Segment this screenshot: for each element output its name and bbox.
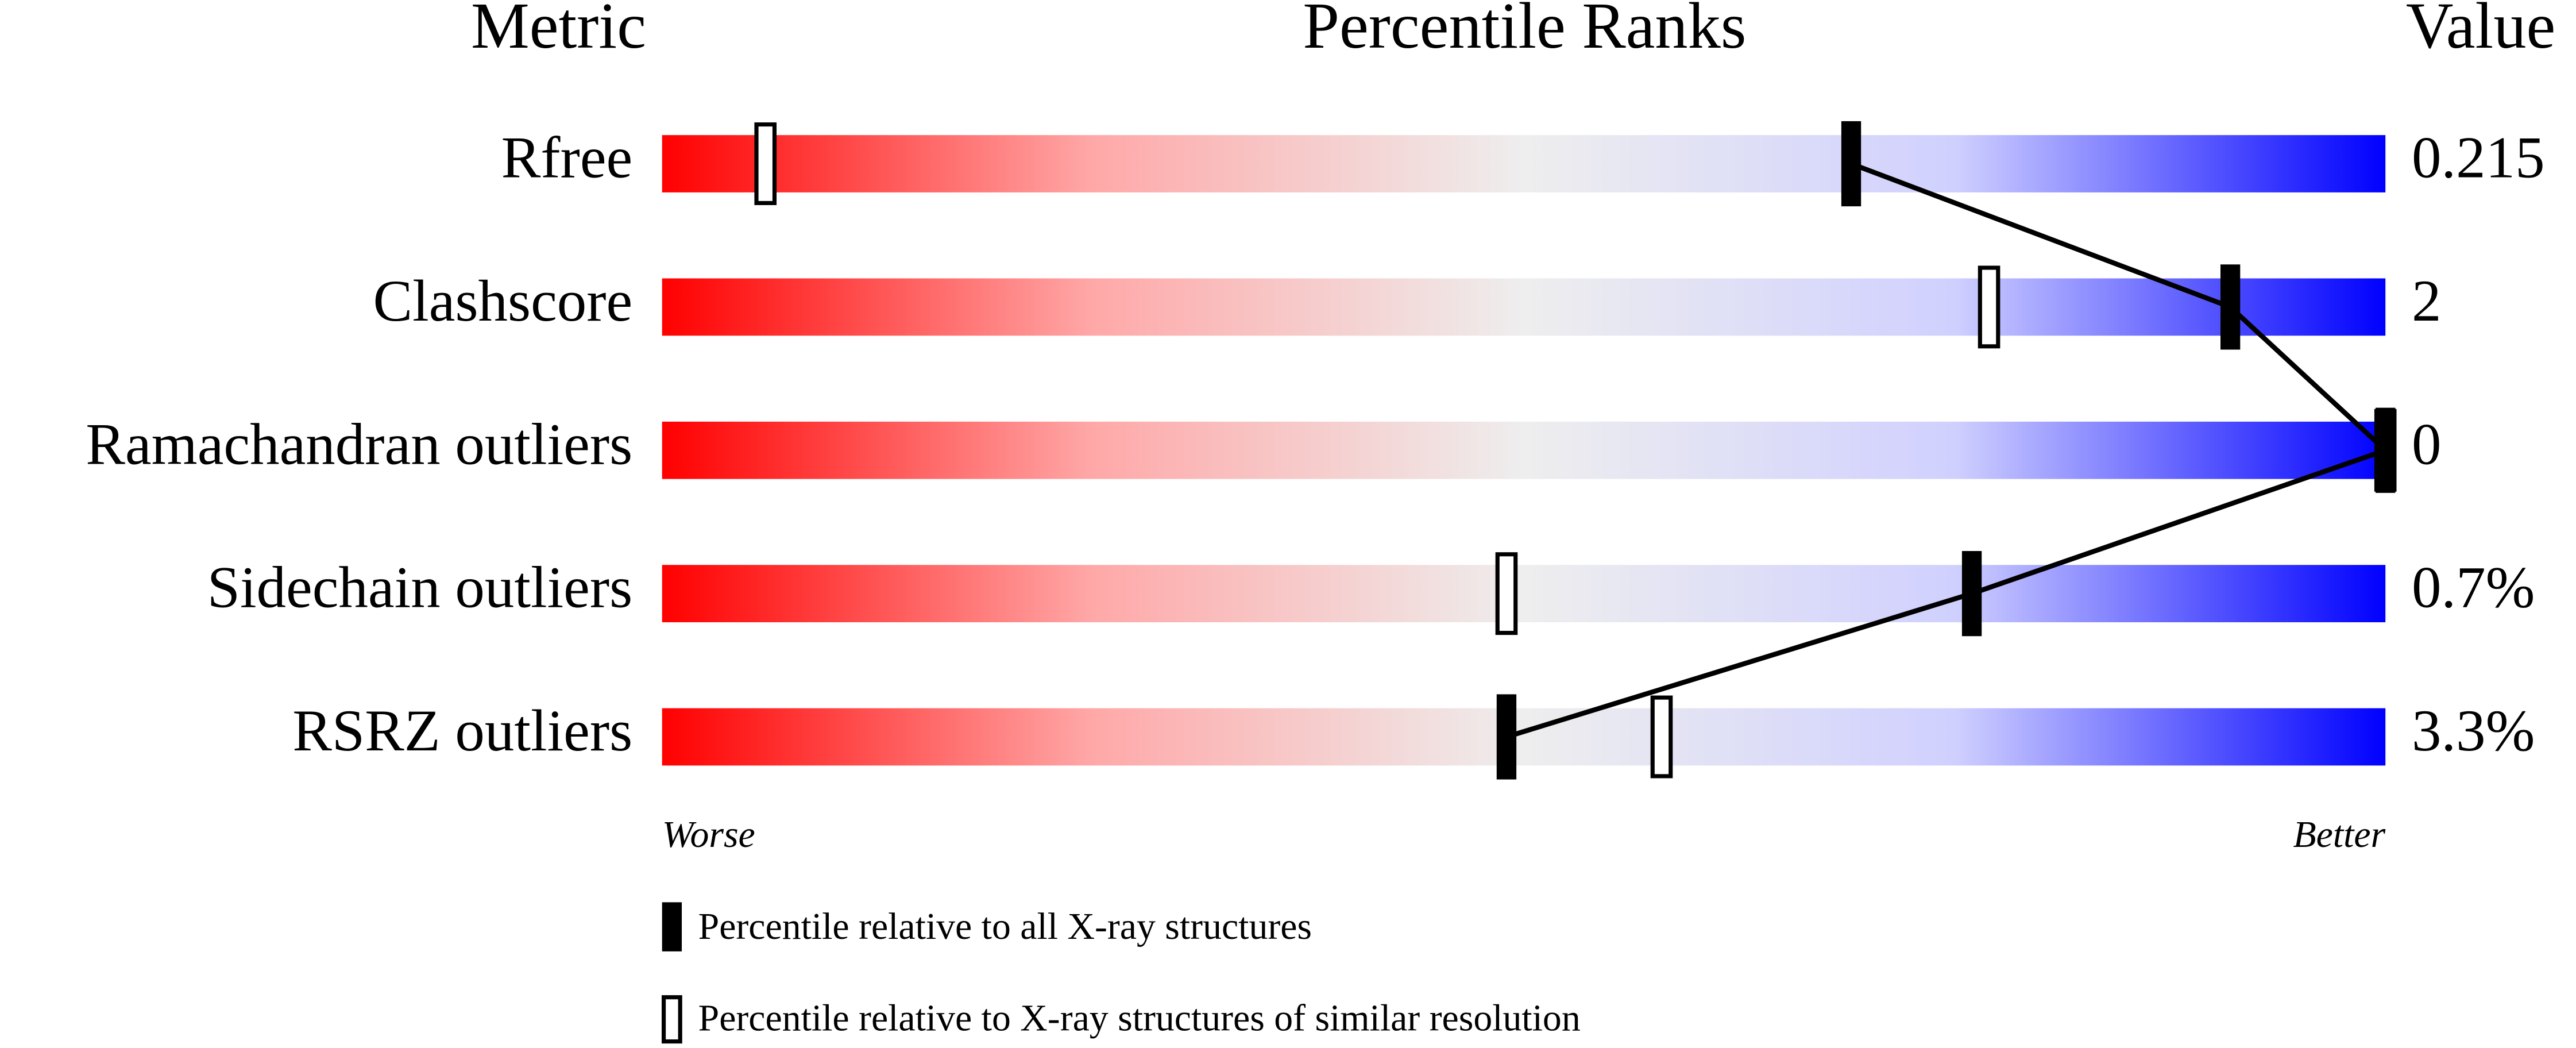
metric-label: Sidechain outliers [207, 555, 633, 621]
metric-label: RSRZ outliers [292, 698, 632, 764]
legend-label: Percentile relative to X-ray structures … [698, 997, 1581, 1039]
metric-value: 0.7% [2412, 555, 2535, 621]
slider-bar [662, 421, 2386, 479]
header: Percentile Ranks [1303, 0, 1746, 62]
marker-open [1650, 695, 1673, 779]
metric-label: Rfree [501, 125, 633, 191]
marker-open [1978, 265, 2000, 349]
slider-bar [662, 708, 2386, 766]
marker-filled [2220, 264, 2241, 350]
metric-value: 3.3% [2412, 698, 2535, 764]
slider-bar [662, 135, 2386, 192]
x-end-label: Better [2293, 814, 2385, 856]
slider-bar [662, 565, 2386, 622]
legend-swatch [661, 995, 682, 1044]
metric-value: 0.215 [2412, 125, 2545, 191]
marker-filled [1841, 121, 1861, 207]
x-end-label: Worse [662, 814, 755, 856]
marker-filled [1961, 551, 1982, 637]
legend-swatch [662, 902, 682, 951]
marker-filled [2376, 407, 2396, 493]
marker-open [754, 122, 777, 205]
metric-label: Clashscore [373, 268, 633, 334]
slider-bar [662, 278, 2386, 336]
header: Value [2406, 0, 2555, 62]
metric-value: 2 [2412, 268, 2441, 334]
marker-open [1495, 552, 1518, 635]
metric-value: 0 [2412, 411, 2441, 477]
metric-label: Ramachandran outliers [86, 411, 632, 477]
header: Metric [471, 0, 646, 62]
marker-filled [1496, 694, 1517, 780]
legend-label: Percentile relative to all X-ray structu… [698, 906, 1312, 947]
